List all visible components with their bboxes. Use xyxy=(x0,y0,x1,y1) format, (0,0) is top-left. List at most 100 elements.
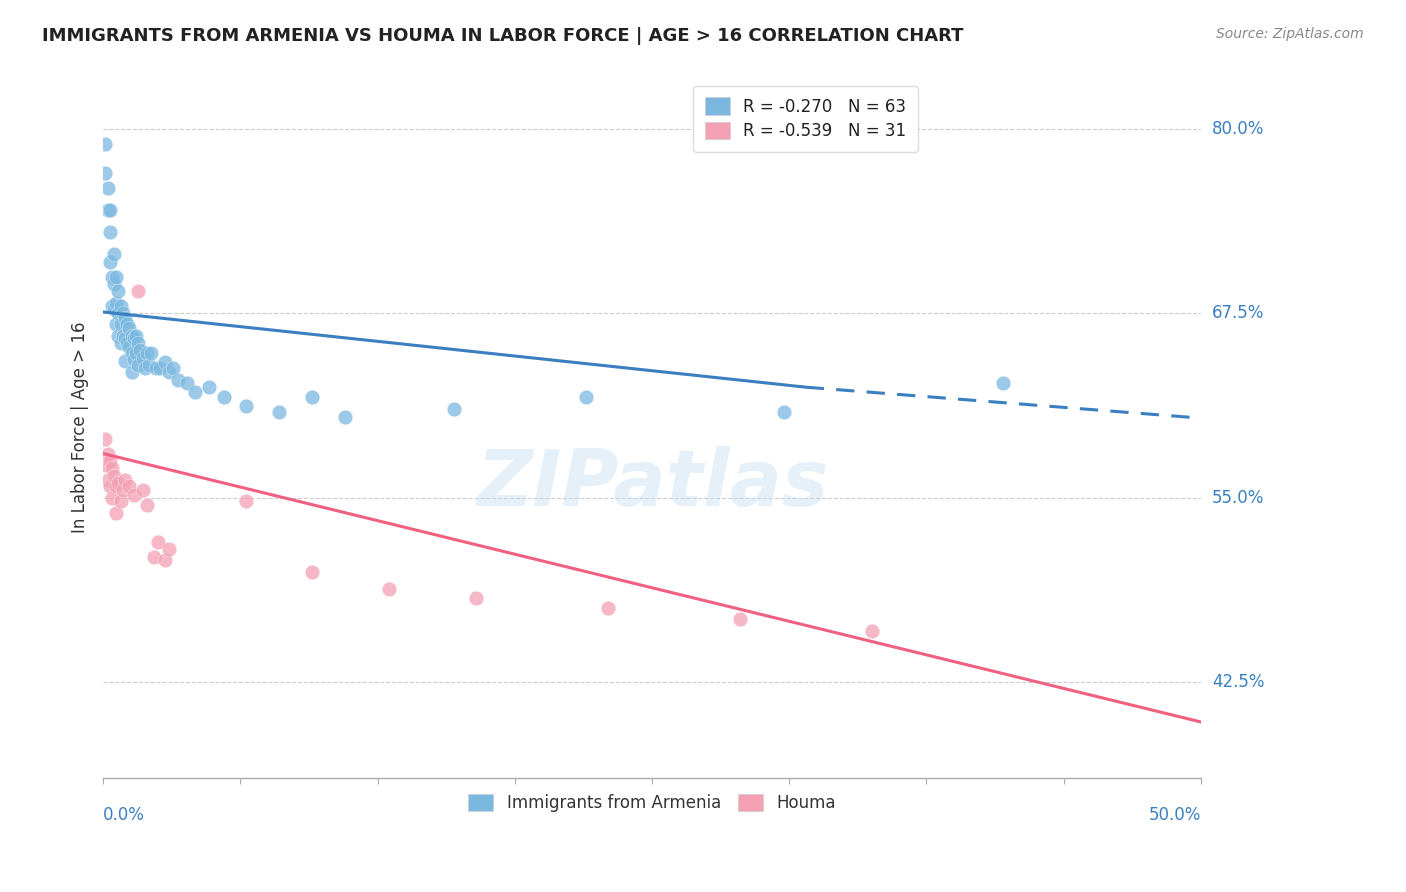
Point xyxy=(103,301,125,316)
Point xyxy=(235,493,257,508)
Point xyxy=(98,479,121,493)
Point xyxy=(301,565,323,579)
Text: 67.5%: 67.5% xyxy=(1212,304,1264,322)
Point xyxy=(107,306,129,320)
Text: 50.0%: 50.0% xyxy=(1149,806,1201,824)
Y-axis label: In Labor Force | Age > 16: In Labor Force | Age > 16 xyxy=(72,322,89,533)
Point xyxy=(98,254,121,268)
Point xyxy=(136,346,159,360)
Point xyxy=(127,285,149,299)
Point xyxy=(184,384,207,399)
Point xyxy=(131,483,153,498)
Point xyxy=(107,285,129,299)
Point xyxy=(197,380,219,394)
Point xyxy=(127,335,149,350)
Point xyxy=(772,405,794,419)
Point xyxy=(105,269,128,284)
Point xyxy=(110,493,132,508)
Point xyxy=(145,361,167,376)
Point xyxy=(157,366,180,380)
Point xyxy=(105,479,128,493)
Point xyxy=(301,391,323,405)
Legend: Immigrants from Armenia, Houma: Immigrants from Armenia, Houma xyxy=(461,788,842,819)
Point xyxy=(110,335,132,350)
Point xyxy=(138,358,160,372)
Point xyxy=(101,461,124,475)
Point xyxy=(333,409,356,424)
Point xyxy=(118,321,141,335)
Point xyxy=(103,468,125,483)
Point xyxy=(121,366,143,380)
Point xyxy=(157,542,180,557)
Point xyxy=(122,488,145,502)
Point xyxy=(142,549,165,564)
Point xyxy=(117,317,139,331)
Point xyxy=(125,328,148,343)
Point xyxy=(105,317,128,331)
Point xyxy=(129,343,152,358)
Point xyxy=(121,346,143,360)
Point xyxy=(121,328,143,343)
Point xyxy=(101,299,124,313)
Point xyxy=(105,506,128,520)
Point xyxy=(111,328,134,343)
Point xyxy=(146,535,169,549)
Text: IMMIGRANTS FROM ARMENIA VS HOUMA IN LABOR FORCE | AGE > 16 CORRELATION CHART: IMMIGRANTS FROM ARMENIA VS HOUMA IN LABO… xyxy=(42,27,963,45)
Point xyxy=(101,269,124,284)
Text: 80.0%: 80.0% xyxy=(1212,120,1264,138)
Point xyxy=(114,310,136,325)
Point xyxy=(111,483,134,498)
Point xyxy=(728,612,751,626)
Point xyxy=(465,591,488,605)
Point xyxy=(94,166,117,180)
Point xyxy=(111,306,134,320)
Point xyxy=(134,361,156,376)
Point xyxy=(575,391,598,405)
Point xyxy=(110,317,132,331)
Point xyxy=(98,203,121,218)
Point xyxy=(114,473,136,487)
Point xyxy=(98,225,121,239)
Point xyxy=(153,552,176,566)
Point xyxy=(107,328,129,343)
Point xyxy=(103,247,125,261)
Point xyxy=(101,491,124,505)
Text: Source: ZipAtlas.com: Source: ZipAtlas.com xyxy=(1216,27,1364,41)
Point xyxy=(118,479,141,493)
Point xyxy=(94,136,117,151)
Point xyxy=(103,277,125,291)
Point xyxy=(96,181,118,195)
Point xyxy=(114,353,136,368)
Point xyxy=(166,373,188,387)
Point xyxy=(596,601,619,615)
Point xyxy=(94,458,117,473)
Point xyxy=(267,405,290,419)
Point xyxy=(96,446,118,460)
Point xyxy=(107,476,129,491)
Point xyxy=(153,355,176,369)
Point xyxy=(105,296,128,310)
Point xyxy=(443,402,465,417)
Point xyxy=(377,582,399,597)
Text: ZIPatlas: ZIPatlas xyxy=(475,446,828,522)
Point xyxy=(110,299,132,313)
Point xyxy=(162,361,184,376)
Point xyxy=(98,454,121,468)
Text: 42.5%: 42.5% xyxy=(1212,673,1264,691)
Point xyxy=(136,498,159,512)
Point xyxy=(235,400,257,414)
Point xyxy=(96,203,118,218)
Point xyxy=(149,361,172,376)
Point xyxy=(993,376,1015,390)
Point xyxy=(127,358,149,372)
Point xyxy=(96,473,118,487)
Point xyxy=(860,624,883,638)
Point xyxy=(94,432,117,446)
Point xyxy=(122,331,145,345)
Point xyxy=(141,346,163,360)
Point xyxy=(212,391,235,405)
Text: 0.0%: 0.0% xyxy=(103,806,145,824)
Point xyxy=(117,335,139,350)
Point xyxy=(125,346,148,360)
Point xyxy=(114,331,136,345)
